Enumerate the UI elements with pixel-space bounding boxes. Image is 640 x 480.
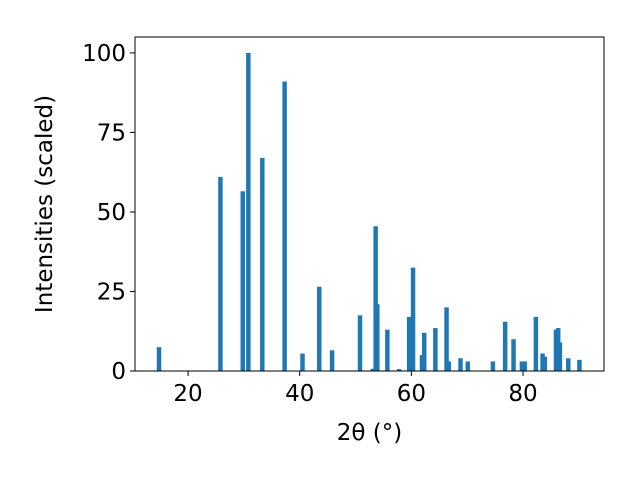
bar-peak bbox=[542, 356, 548, 371]
bar-peak bbox=[433, 328, 438, 371]
bar-peak bbox=[218, 176, 223, 371]
bar-peak bbox=[490, 361, 496, 371]
bar-peak bbox=[444, 307, 449, 371]
y-tick-label: 50 bbox=[97, 200, 126, 226]
bar-peak bbox=[519, 361, 525, 371]
bar-peak bbox=[566, 358, 571, 371]
x-tick-label: 40 bbox=[285, 381, 314, 407]
y-tick-label: 0 bbox=[111, 359, 126, 385]
bar-peak bbox=[502, 321, 508, 371]
x-axis-ticks: 20 40 60 80 bbox=[173, 371, 538, 407]
y-axis-ticks: 0 25 50 75 100 bbox=[82, 41, 135, 385]
bar-peak bbox=[373, 226, 378, 371]
bar-peak bbox=[156, 347, 162, 371]
bar-peak bbox=[446, 361, 452, 371]
bar-peak bbox=[329, 350, 335, 371]
bar-peak bbox=[260, 157, 265, 371]
bar-peak bbox=[385, 329, 390, 371]
x-tick-label: 60 bbox=[397, 381, 426, 407]
x-tick-label: 20 bbox=[173, 381, 202, 407]
plot-frame bbox=[134, 36, 605, 372]
bar-peak bbox=[282, 81, 287, 371]
bar-peak bbox=[557, 342, 563, 371]
x-tick-label: 80 bbox=[508, 381, 537, 407]
bar-peak bbox=[375, 304, 380, 371]
bar-peak bbox=[357, 315, 363, 371]
bar-peak bbox=[577, 359, 582, 371]
bar-peak bbox=[396, 369, 402, 371]
y-tick-label: 25 bbox=[97, 279, 126, 305]
bar-peak bbox=[370, 368, 376, 371]
bar-peak bbox=[533, 316, 539, 371]
y-axis-label: Intensities (scaled) bbox=[32, 95, 58, 313]
bar-peak bbox=[240, 191, 245, 371]
x-axis-label: 2θ (°) bbox=[337, 420, 402, 446]
bar-peak bbox=[406, 316, 412, 371]
bar-peak bbox=[246, 52, 251, 372]
bar-peak bbox=[465, 361, 470, 371]
bars-group bbox=[156, 52, 582, 372]
bar-peak bbox=[522, 361, 527, 371]
bar-peak bbox=[300, 353, 305, 371]
bar-peak bbox=[317, 286, 322, 371]
bar-peak bbox=[511, 339, 516, 371]
bar-peak bbox=[410, 267, 416, 371]
y-tick-label: 75 bbox=[97, 120, 126, 146]
y-tick-label: 100 bbox=[82, 41, 126, 67]
bar-peak bbox=[421, 332, 427, 371]
bar-peak bbox=[458, 358, 463, 371]
